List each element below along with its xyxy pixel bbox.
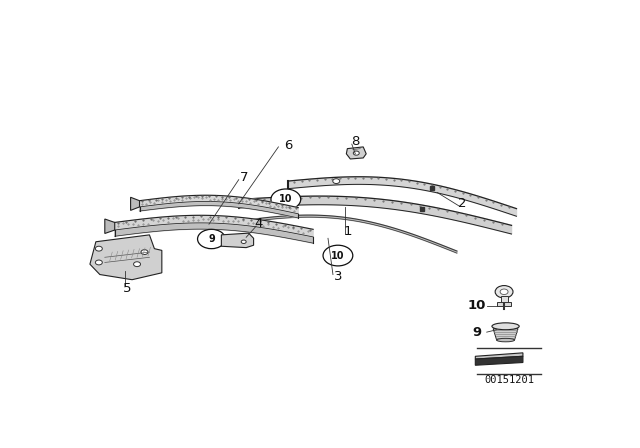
Text: 7: 7 [239,172,248,185]
Circle shape [134,262,141,267]
Text: 9: 9 [472,326,481,339]
Polygon shape [493,329,518,340]
Circle shape [95,260,102,265]
Bar [497,302,511,306]
Polygon shape [239,196,511,234]
Text: 2: 2 [458,197,466,210]
Circle shape [281,199,288,204]
Text: 3: 3 [333,270,342,283]
Polygon shape [131,197,140,211]
Polygon shape [140,202,298,218]
Text: 8: 8 [351,135,360,148]
Circle shape [198,229,225,249]
Ellipse shape [492,323,519,330]
Polygon shape [476,356,523,365]
Circle shape [141,250,148,254]
Text: 10: 10 [468,299,486,312]
Circle shape [353,151,359,155]
Polygon shape [234,215,457,253]
Text: 9: 9 [208,234,215,244]
Polygon shape [140,195,298,214]
Polygon shape [288,177,516,216]
Polygon shape [476,353,523,359]
Text: 1: 1 [344,225,352,238]
Ellipse shape [497,338,515,342]
Text: 5: 5 [123,282,131,295]
Polygon shape [115,223,313,243]
Polygon shape [115,215,313,237]
Circle shape [271,189,301,210]
Circle shape [323,245,353,266]
Circle shape [495,285,513,298]
Text: 4: 4 [254,217,263,230]
Circle shape [333,179,340,184]
Circle shape [500,289,508,294]
Circle shape [241,240,246,244]
Text: 10: 10 [331,250,345,261]
Text: 6: 6 [284,139,292,152]
Circle shape [95,246,102,251]
Bar [500,296,508,304]
Polygon shape [346,147,366,159]
Polygon shape [221,233,253,248]
Text: 10: 10 [279,194,292,204]
Polygon shape [90,235,162,280]
Polygon shape [105,219,115,233]
Text: 00151201: 00151201 [484,375,534,385]
